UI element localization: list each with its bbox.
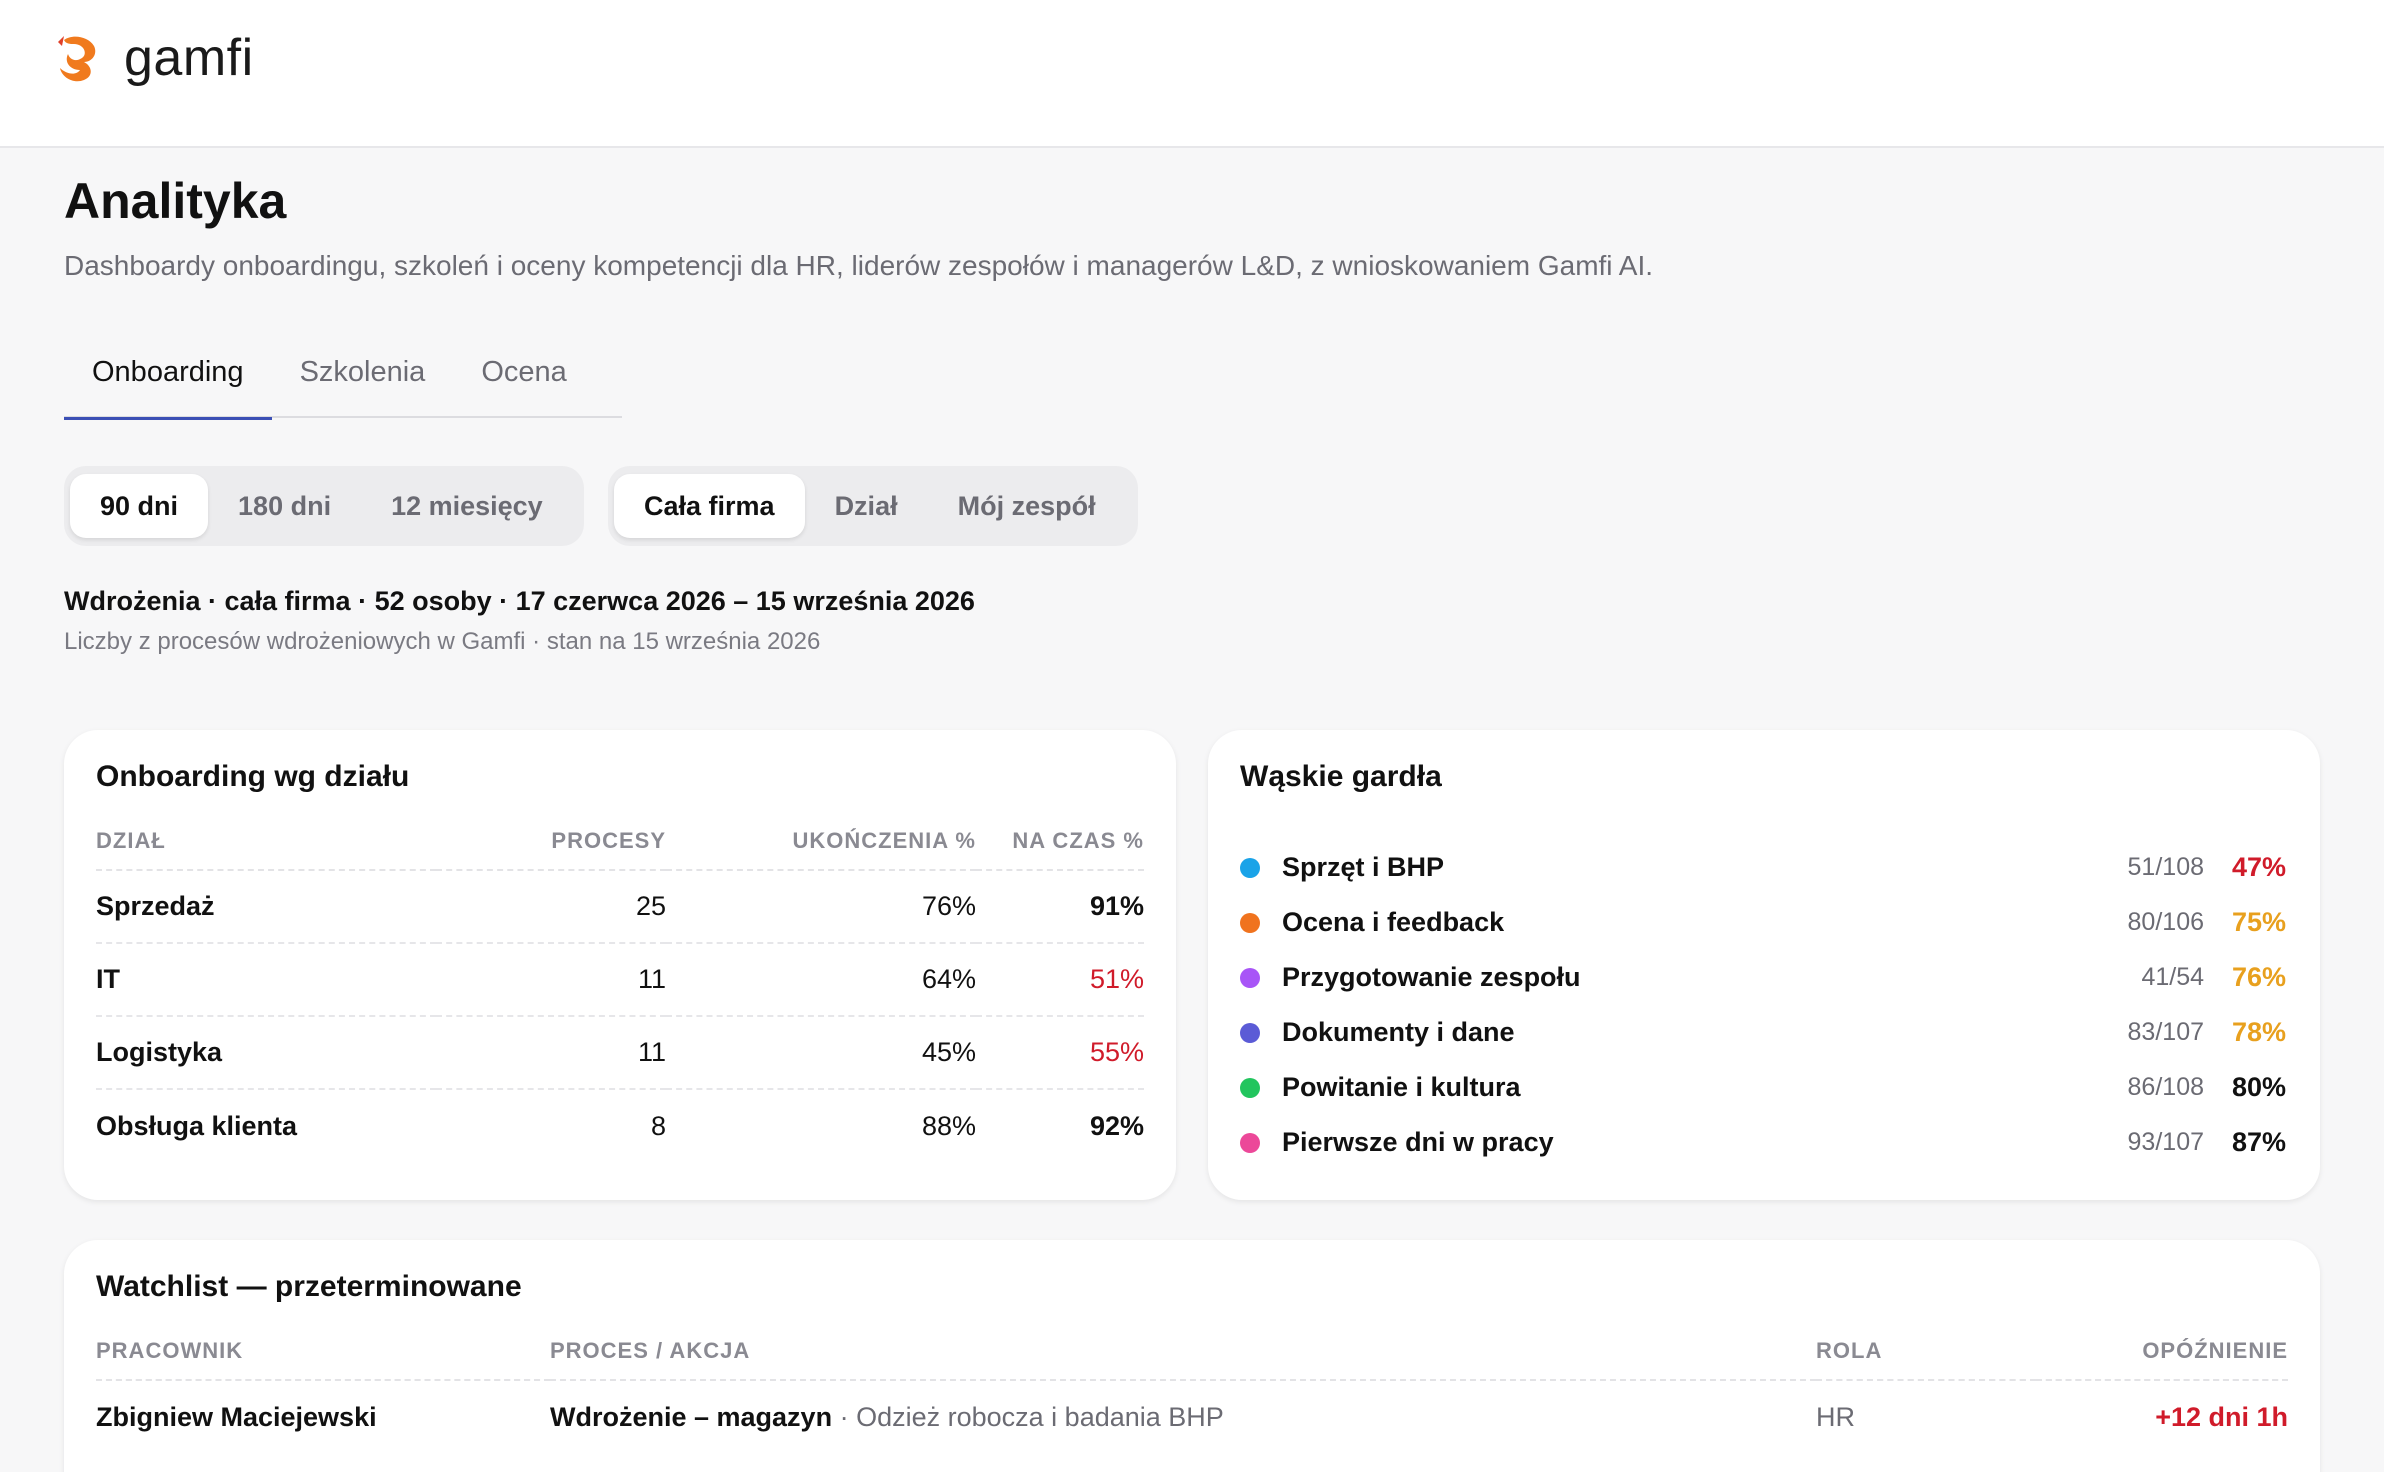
process-name: Wdrożenie – magazyn [550,1401,833,1432]
column-header-on-time[interactable]: NA CZAS % [976,812,1144,871]
on-time-value: 92% [1089,1110,1144,1141]
column-header-delay[interactable]: OPÓŹNIENIE [2036,1322,2288,1381]
department-name: Sprzedaż [96,870,436,944]
bottleneck-list: Sprzęt i BHP 51/108 47% Ocena i feedback… [1240,840,2286,1170]
column-header-department[interactable]: DZIAŁ [96,812,436,871]
status-dot-icon [1240,1077,1260,1098]
bottleneck-count: 51/108 [2127,853,2204,881]
bottleneck-label: Pierwsze dni w pracy [1282,1127,1554,1157]
status-dot-icon [1240,967,1260,988]
gamfi-logo-icon [58,36,96,82]
list-item[interactable]: Przygotowanie zespołu 41/54 76% [1240,950,2286,1005]
bottleneck-label: Przygotowanie zespołu [1282,962,1581,992]
list-item[interactable]: Pierwsze dni w pracy 93/107 87% [1240,1115,2286,1170]
bottleneck-label: Dokumenty i dane [1282,1017,1515,1047]
department-name: Logistyka [96,1016,436,1090]
table-header-row: PRACOWNIK PROCES / AKCJA ROLA OPÓŹNIENIE [96,1322,2288,1381]
bottleneck-percent: 47% [2231,852,2286,882]
logo[interactable]: gamfi [54,28,254,88]
period-12-months-button[interactable]: 12 miesięcy [391,490,543,521]
bottleneck-count: 86/108 [2127,1073,2204,1101]
list-item[interactable]: Dokumenty i dane 83/107 78% [1240,1005,2286,1060]
status-dot-icon [1240,1022,1260,1043]
processes-value: 11 [436,943,666,1017]
table-row[interactable]: Zbigniew Maciejewski Wdrożenie – magazyn… [96,1380,2288,1453]
watchlist-card: Watchlist — przeterminowane PRACOWNIK PR… [64,1240,2320,1472]
employee-name: Zbigniew Maciejewski [96,1401,377,1432]
column-header-employee[interactable]: PRACOWNIK [96,1322,550,1381]
process-cell: Wdrożenie – magazyn · Odzież robocza i b… [550,1380,1816,1453]
processes-value: 25 [436,870,666,944]
status-dot-icon [1240,857,1260,878]
tab-onboarding[interactable]: Onboarding [64,350,272,420]
table-row[interactable]: Sprzedaż 25 76% 91% [96,870,1144,944]
bottleneck-label: Powitanie i kultura [1282,1072,1521,1102]
department-table: DZIAŁ PROCESY UKOŃCZENIA % NA CZAS % Spr… [96,812,1144,1162]
period-180-days-button[interactable]: 180 dni [238,490,332,521]
bottleneck-percent: 80% [2231,1072,2286,1102]
list-item[interactable]: Ocena i feedback 80/106 75% [1240,895,2286,950]
scope-filter: Cała firma Dział Mój zespół [608,466,1138,546]
completion-value: 64% [666,943,976,1017]
watchlist-table: PRACOWNIK PROCES / AKCJA ROLA OPÓŹNIENIE… [96,1322,2288,1453]
table-row[interactable]: Logistyka 11 45% 55% [96,1016,1144,1090]
page-subtitle: Dashboardy onboardingu, szkoleń i oceny … [64,250,1653,281]
table-row[interactable]: Obsługa klienta 8 88% 92% [96,1089,1144,1162]
role-value: HR [1816,1401,1855,1432]
card-title: Wąskie gardła [1240,760,1442,793]
bottleneck-percent: 78% [2231,1017,2286,1047]
completion-value: 45% [666,1016,976,1090]
completion-value: 88% [921,1110,976,1141]
completion-value: 76% [666,870,976,944]
list-item[interactable]: Sprzęt i BHP 51/108 47% [1240,840,2286,895]
page-title: Analityka [64,173,287,229]
bottleneck-count: 83/107 [2127,1018,2204,1046]
process-action: · Odzież robocza i badania BHP [839,1401,1224,1432]
column-header-role[interactable]: ROLA [1816,1322,2036,1381]
scope-department-button[interactable]: Dział [834,490,898,521]
bottleneck-percent: 75% [2231,907,2286,937]
bottleneck-count: 93/107 [2127,1128,2204,1156]
bottleneck-percent: 87% [2231,1127,2286,1157]
on-time-value: 55% [976,1016,1144,1090]
table-row[interactable]: IT 11 64% 51% [96,943,1144,1017]
department-name: IT [96,943,436,1017]
scope-company-button[interactable]: Cała firma [614,474,805,538]
table-header-row: DZIAŁ PROCESY UKOŃCZENIA % NA CZAS % [96,812,1144,871]
processes-value: 11 [436,1016,666,1090]
on-time-value: 91% [976,870,1144,944]
period-90-days-button[interactable]: 90 dni [70,474,209,538]
column-header-process[interactable]: PROCES / AKCJA [550,1322,1816,1381]
card-title: Watchlist — przeterminowane [96,1270,522,1303]
column-header-processes[interactable]: PROCESY [436,812,666,871]
status-dot-icon [1240,1132,1260,1153]
on-time-value: 51% [976,943,1144,1017]
card-title: Onboarding wg działu [96,760,410,793]
summary-subtext: Liczby z procesów wdrożeniowych w Gamfi … [64,628,821,655]
list-item[interactable]: Powitanie i kultura 86/108 80% [1240,1060,2286,1115]
delay-value: +12 dni 1h [2155,1401,2288,1432]
bottlenecks-card: Wąskie gardła Sprzęt i BHP 51/108 47% Oc… [1208,730,2320,1200]
onboarding-by-department-card: Onboarding wg działu DZIAŁ PROCESY UKOŃC… [64,730,1176,1200]
column-header-completion[interactable]: UKOŃCZENIA % [666,812,976,871]
bottleneck-count: 41/54 [2141,963,2204,991]
section-tabs: Onboarding Szkolenia Ocena [64,350,622,420]
bottleneck-count: 80/106 [2127,908,2204,936]
bottleneck-percent: 76% [2231,962,2286,992]
scope-my-team-button[interactable]: Mój zespół [957,490,1096,521]
bottleneck-label: Ocena i feedback [1282,907,1505,937]
tab-ocena[interactable]: Ocena [481,356,567,388]
top-bar: gamfi [0,0,2384,148]
period-filter: 90 dni 180 dni 12 miesięcy [64,466,584,546]
status-dot-icon [1240,912,1260,933]
bottleneck-label: Sprzęt i BHP [1282,852,1445,882]
logo-text: gamfi [124,29,254,87]
summary-line: Wdrożenia · cała firma · 52 osoby · 17 c… [64,586,975,616]
department-name: Obsługa klienta [96,1110,298,1141]
tab-szkolenia[interactable]: Szkolenia [299,356,426,388]
processes-value: 8 [650,1110,666,1141]
